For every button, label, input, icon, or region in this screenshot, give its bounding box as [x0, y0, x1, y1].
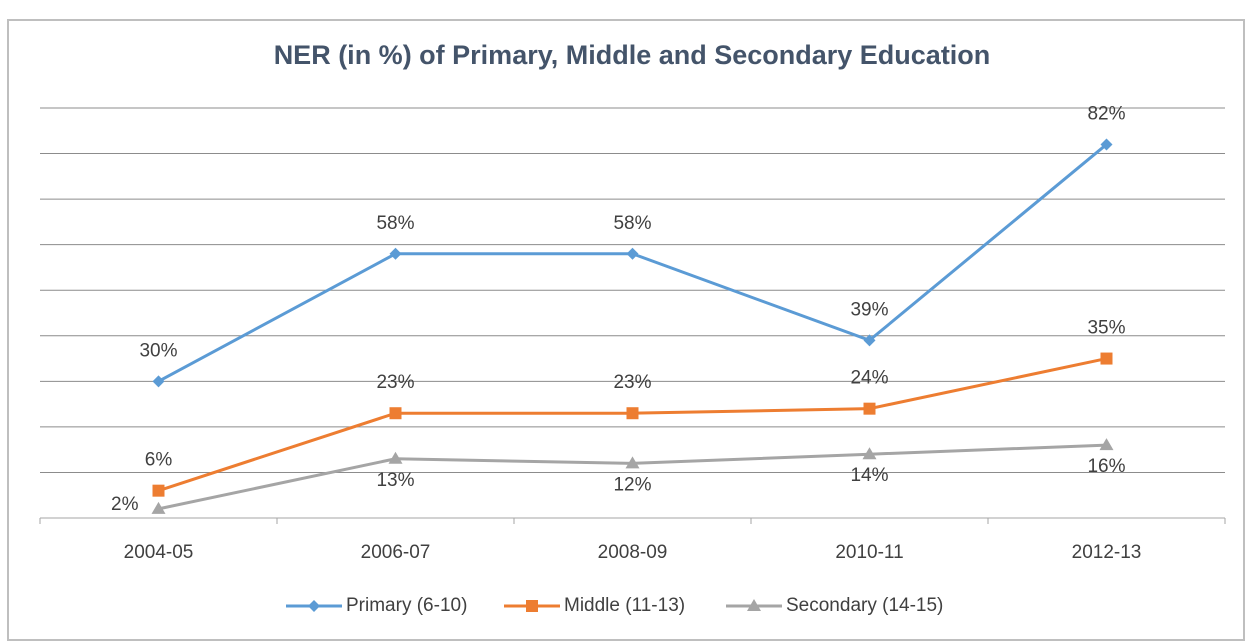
data-label: 30%	[139, 340, 177, 361]
marker	[526, 600, 538, 612]
chart-frame	[7, 19, 1245, 641]
marker	[389, 247, 402, 260]
data-label: 14%	[850, 465, 888, 486]
data-label: 2%	[111, 494, 139, 515]
x-tick-label: 2004-05	[124, 542, 194, 563]
data-label: 23%	[376, 372, 414, 393]
marker	[152, 375, 165, 388]
marker	[863, 334, 876, 347]
marker	[389, 407, 402, 420]
x-tick-label: 2012-13	[1072, 542, 1142, 563]
data-label: 16%	[1087, 456, 1125, 477]
marker	[626, 407, 639, 420]
x-tick-label: 2008-09	[598, 542, 668, 563]
x-tick-label: 2010-11	[835, 542, 903, 563]
legend-label: Middle (11-13)	[564, 595, 685, 616]
data-label: 39%	[850, 299, 888, 320]
marker	[862, 447, 877, 460]
marker	[1100, 138, 1113, 151]
marker	[1100, 352, 1113, 365]
data-label: 12%	[613, 474, 651, 495]
marker	[308, 600, 320, 612]
data-label: 6%	[145, 450, 173, 471]
data-label: 35%	[1087, 318, 1125, 339]
chart-title: NER (in %) of Primary, Middle and Second…	[274, 40, 991, 70]
marker	[626, 247, 639, 260]
marker	[388, 451, 403, 464]
x-tick-label: 2006-07	[361, 542, 431, 563]
data-label: 23%	[613, 372, 651, 393]
data-label: 58%	[613, 213, 651, 234]
data-label: 13%	[376, 470, 414, 491]
marker	[747, 599, 761, 611]
marker	[625, 456, 640, 469]
legend-label: Primary (6-10)	[346, 595, 467, 616]
data-label: 24%	[850, 368, 888, 389]
marker	[1099, 438, 1114, 451]
marker	[151, 501, 166, 514]
marker	[863, 402, 876, 415]
legend-label: Secondary (14-15)	[786, 595, 943, 616]
data-label: 58%	[376, 213, 414, 234]
data-label: 82%	[1087, 103, 1125, 124]
marker	[152, 484, 165, 497]
